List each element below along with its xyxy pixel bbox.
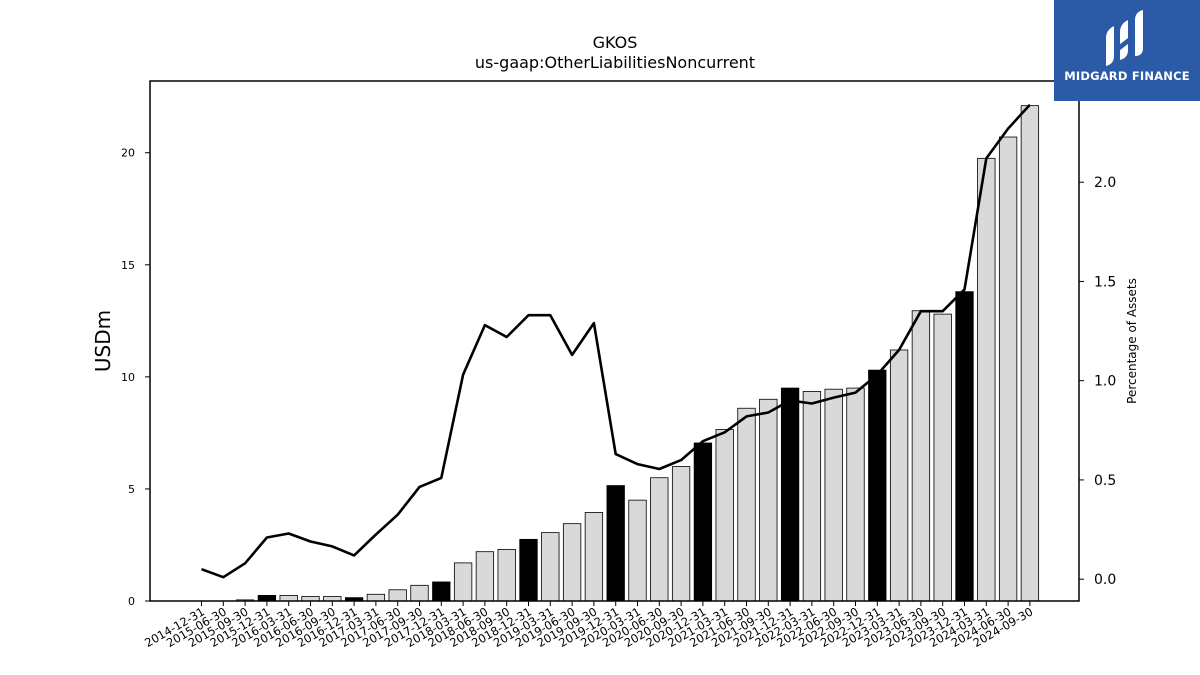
bar-2022-06-30 [824, 388, 843, 602]
bar-2018-06-30 [475, 551, 495, 602]
bar-2018-12-31 [519, 538, 538, 602]
midgard-finance-logo: MIDGARD FINANCE [1054, 0, 1200, 101]
y2-tick-label: 1.5 [1094, 274, 1116, 290]
plot-area [201, 103, 1040, 602]
bar-2021-03-31 [715, 429, 734, 602]
chart-subtitle: us-gaap:OtherLiabilitiesNoncurrent [475, 53, 755, 72]
bar-2019-12-31 [606, 485, 625, 602]
bar-2015-12-31 [257, 594, 277, 602]
bar-2023-12-31 [955, 291, 974, 602]
x-axis: 2014-12-312015-06-302015-09-302015-12-31… [142, 601, 1035, 650]
y-axis-right: 0.0 0.5 1.0 1.5 2.0 [1079, 175, 1116, 588]
bar-2019-06-30 [562, 523, 582, 602]
bar-2017-09-30 [410, 584, 429, 602]
bar-2022-03-31 [802, 391, 822, 602]
bar-2020-09-30 [671, 466, 691, 602]
y-tick-label: 20 [121, 147, 135, 160]
y2-tick-label: 2.0 [1094, 175, 1116, 191]
bar-2021-09-30 [759, 398, 778, 602]
line-series [201, 103, 1031, 579]
chart-title: GKOS [593, 33, 638, 52]
bar-2017-03-31 [366, 593, 386, 602]
bar-2023-09-30 [933, 313, 952, 602]
y2-axis-label: Percentage of Assets [1125, 278, 1139, 404]
bar-2020-12-31 [693, 442, 713, 602]
y2-tick-label: 0.0 [1094, 572, 1116, 588]
y-axis-left: 0 5 10 15 20 [121, 147, 150, 608]
bar-2024-06-30 [998, 136, 1018, 602]
bar-2017-12-31 [432, 581, 451, 602]
y2-tick-label: 0.5 [1094, 473, 1116, 489]
bar-2018-09-30 [497, 549, 516, 602]
bar-2020-06-30 [650, 477, 669, 602]
bar-2023-06-30 [911, 310, 931, 602]
y2-tick-label: 1.0 [1094, 374, 1116, 390]
y-tick-label: 5 [128, 483, 135, 496]
bar-2021-12-31 [780, 387, 800, 602]
bar-2016-03-31 [279, 594, 298, 602]
logo-brand-text: MIDGARD FINANCE [1064, 69, 1190, 83]
y-tick-label: 0 [128, 595, 135, 608]
bar-2024-03-31 [977, 157, 996, 602]
bar-2020-03-31 [628, 499, 647, 602]
bar-2024-09-30 [1020, 105, 1040, 602]
logo-mark-icon [1106, 10, 1143, 66]
bar-2019-09-30 [584, 512, 604, 602]
y-tick-label: 10 [121, 371, 135, 384]
bar-2022-09-30 [846, 387, 865, 602]
bar-2022-12-31 [868, 369, 887, 602]
y-axis-label: USDm [91, 310, 115, 372]
bar-2017-06-30 [388, 589, 407, 602]
bar-2018-03-31 [453, 562, 473, 602]
bar-2021-06-30 [737, 407, 756, 602]
y-tick-label: 15 [121, 259, 135, 272]
bar-2023-03-31 [889, 349, 909, 602]
plot-frame [149, 80, 1080, 602]
bar-2019-03-31 [541, 532, 560, 602]
